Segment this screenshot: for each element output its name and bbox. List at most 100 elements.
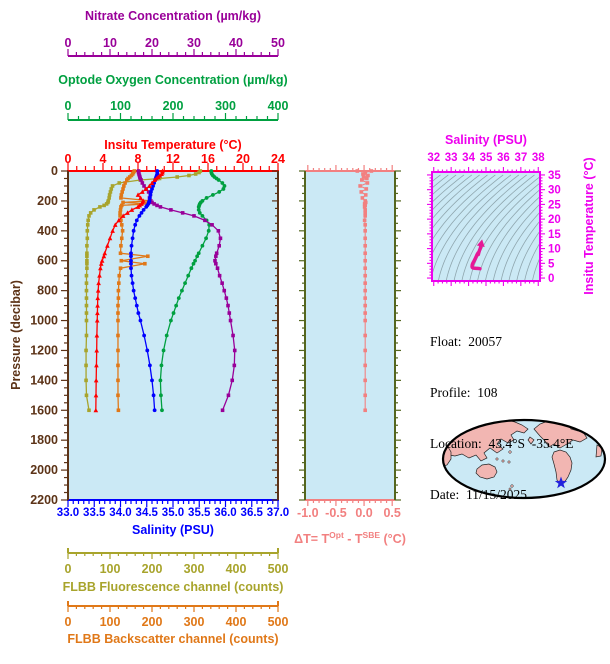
svg-text:0: 0 [548,273,554,285]
svg-text:33.5: 33.5 [83,507,106,519]
svg-text:33: 33 [445,152,458,164]
float-location-star [554,476,568,489]
svg-text:200: 200 [142,562,163,576]
flbb-fluorescence-profile-markers [84,169,203,413]
svg-text:34: 34 [462,152,475,164]
ts-temperature-axis-title: Insitu Temperature (°C) [582,157,596,295]
svg-text:400: 400 [37,224,58,238]
svg-text:50: 50 [271,36,285,50]
temperature-axis: 0 4 8 12 16 20 24 [65,152,285,172]
svg-text:0.5: 0.5 [383,506,400,520]
ts-isopycnal-contours [432,174,540,281]
svg-text:1200: 1200 [30,343,58,357]
ts-curve-arrowhead [476,239,485,248]
delta-t-title-pre: ΔT= T [294,532,330,547]
svg-text:2200: 2200 [30,493,58,507]
svg-text:200: 200 [163,99,184,113]
svg-text:0: 0 [65,99,72,113]
delta-t-title-mid: - T [343,532,363,547]
svg-text:0: 0 [65,562,72,576]
optode-oxygen-axis: 0 100 200 300 400 [65,99,289,121]
delta-t-title-post: (°C) [380,532,406,547]
pressure-axis-title: Pressure (decibar) [9,280,23,390]
insitu-temperature-profile-markers [93,168,165,413]
svg-text:10: 10 [548,244,561,256]
svg-text:33.0: 33.0 [57,507,79,519]
svg-text:36.0: 36.0 [214,507,236,519]
insitu-temperature-profile [93,168,165,413]
nitrate-concentration-profile [136,169,237,413]
svg-text:1400: 1400 [30,373,58,387]
delta-t-title-sup-opt: Opt [329,530,344,540]
nitrate-axis-title: Nitrate Concentration (µm/kg) [85,9,261,23]
svg-text:36.5: 36.5 [241,507,264,519]
svg-text:8: 8 [135,152,142,166]
svg-text:500: 500 [268,615,289,629]
svg-text:37: 37 [514,152,527,164]
svg-text:200: 200 [37,194,58,208]
svg-text:100: 100 [110,99,131,113]
svg-text:500: 500 [268,562,289,576]
svg-text:35.0: 35.0 [162,507,184,519]
delta-t-axis-title: ΔT= TOpt - TSBE (°C) [275,528,425,546]
oxygen-axis-title: Optode Oxygen Concentration (µm/kg) [58,73,288,87]
svg-text:0: 0 [65,615,72,629]
svg-text:34.5: 34.5 [136,507,159,519]
svg-text:20: 20 [236,152,250,166]
svg-text:1800: 1800 [30,433,58,447]
svg-text:100: 100 [100,562,121,576]
svg-text:36: 36 [497,152,510,164]
svg-text:5: 5 [548,258,555,270]
svg-text:38: 38 [532,152,545,164]
svg-text:300: 300 [215,99,236,113]
optode-oxygen-profile-markers [158,169,227,413]
svg-text:300: 300 [184,615,205,629]
svg-text:400: 400 [268,99,289,113]
date-line: Date: 11/15/2025 [430,487,527,502]
svg-text:1600: 1600 [30,403,58,417]
ts-panel: 32 33 34 35 36 37 38 0 5 10 15 20 25 30 35 [427,152,561,286]
svg-text:0: 0 [65,36,72,50]
svg-text:30: 30 [187,36,201,50]
svg-text:10: 10 [103,36,117,50]
flbb-fluorescence-profile [84,169,203,413]
salinity-axis-title: Salinity (PSU) [132,523,214,537]
svg-text:37.0: 37.0 [267,507,289,519]
svg-text:0.0: 0.0 [355,506,372,520]
salinity-axis: 33.0 33.5 34.0 34.5 35.0 35.5 36.0 36.5 37.0 [57,499,289,519]
svg-text:25: 25 [548,199,561,211]
svg-text:35: 35 [480,152,493,164]
float-id-line: Float: 20057 [430,334,503,349]
svg-text:600: 600 [37,254,58,268]
svg-text:4: 4 [100,152,107,166]
delta-t-panel: -1.0 -0.5 0.0 0.5 [297,165,401,520]
svg-text:12: 12 [166,152,180,166]
svg-text:200: 200 [142,615,163,629]
salinity-profile [129,169,160,413]
svg-text:30: 30 [548,185,561,197]
svg-text:15: 15 [548,229,561,241]
delta-t-profile-markers [355,169,374,413]
nitrate-concentration-axis: 0 10 20 30 40 50 [65,36,285,57]
svg-text:-1.0: -1.0 [297,506,319,520]
svg-text:0: 0 [65,152,72,166]
temperature-axis-title: Insitu Temperature (°C) [104,138,242,152]
flbb-fluorescence-axis: 0 100 200 300 400 500 [65,548,289,576]
salinity-profile-markers [129,169,160,413]
map-outline [441,418,607,500]
main-plot-right-frame [272,170,279,501]
svg-text:100: 100 [100,615,121,629]
svg-text:800: 800 [37,284,58,298]
ts-curve [470,244,483,271]
svg-text:-0.5: -0.5 [325,506,347,520]
svg-text:35.5: 35.5 [188,507,211,519]
svg-text:35: 35 [548,170,561,182]
svg-text:20: 20 [145,36,159,50]
svg-text:34.0: 34.0 [109,507,131,519]
svg-text:1000: 1000 [30,314,58,328]
profile-number-line: Profile: 108 [430,385,498,400]
flbb-backscatter-axis: 0 100 200 300 400 500 [65,601,289,629]
svg-text:40: 40 [229,36,243,50]
